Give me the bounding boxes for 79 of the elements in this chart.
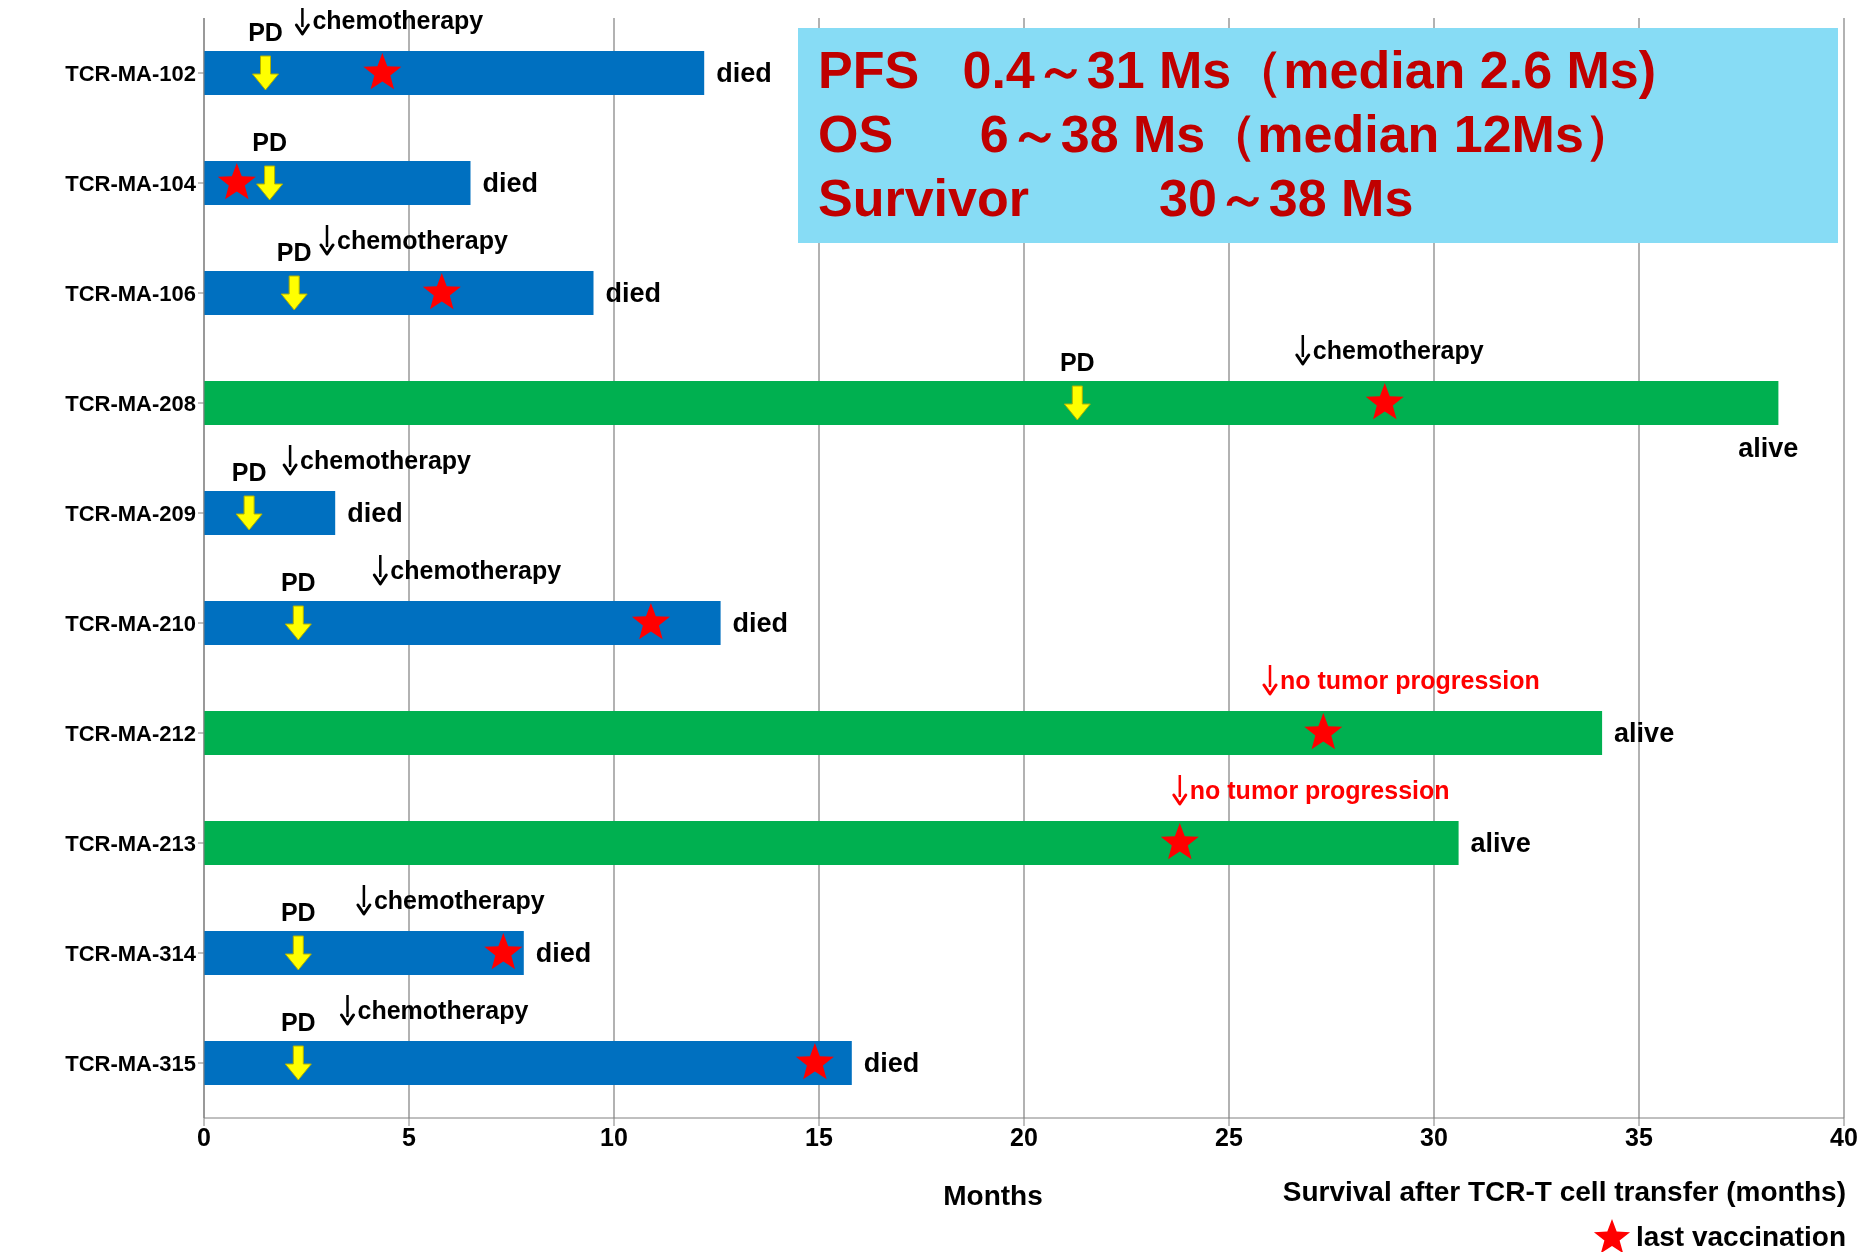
bar xyxy=(204,931,524,975)
info-box: PFS 0.4～31 Ms（median 2.6 Ms) OS 6～38 Ms（median 12Ms） Survivor 30～38 Ms xyxy=(798,28,1838,243)
bar xyxy=(204,161,471,205)
point xyxy=(484,933,523,970)
point xyxy=(284,605,312,641)
y-tick-label: TCR-MA-212 xyxy=(65,720,196,746)
x-tick-label: 20 xyxy=(1010,1122,1038,1151)
bar xyxy=(204,601,721,645)
data-label: no tumor progression xyxy=(1280,666,1540,694)
point xyxy=(252,55,279,91)
point xyxy=(1063,385,1091,421)
data-label: died xyxy=(732,608,789,638)
point xyxy=(1304,713,1343,750)
point xyxy=(284,935,312,971)
point xyxy=(284,1045,312,1081)
annotation: OS 6～38 Ms（median 12Ms） xyxy=(818,104,1637,165)
y-tick-label: TCR-MA-315 xyxy=(65,1050,196,1076)
data-label: PD xyxy=(1059,348,1095,376)
y-tick-label: TCR-MA-210 xyxy=(65,610,196,636)
bar xyxy=(204,821,1459,865)
data-label: chemotherapy xyxy=(1312,336,1484,364)
bar xyxy=(204,51,705,95)
y-tick-label: TCR-MA-106 xyxy=(65,280,196,306)
data-label: chemotherapy xyxy=(373,886,545,914)
annotation: PFS 0.4～31 Ms（median 2.6 Ms) xyxy=(818,40,1658,101)
data-label: PD xyxy=(252,128,287,156)
point xyxy=(217,163,256,200)
x-tick-label: 30 xyxy=(1420,1122,1448,1151)
point xyxy=(363,53,402,90)
text: Survival after TCR-T cell transfer (months) xyxy=(1282,1176,1846,1208)
legend-label: last vaccination xyxy=(1635,1221,1846,1252)
data-label: alive xyxy=(1614,718,1675,748)
bar xyxy=(204,1041,852,1085)
data-label: died xyxy=(716,58,772,88)
bar xyxy=(204,491,336,535)
data-label: PD xyxy=(280,568,316,596)
x-tick-label: 40 xyxy=(1830,1122,1858,1151)
data-label: died xyxy=(482,168,539,198)
data-label: died xyxy=(863,1048,920,1078)
data-label: chemotherapy xyxy=(312,6,484,34)
point xyxy=(795,1043,834,1080)
y-tick-label: TCR-MA-102 xyxy=(65,60,196,86)
data-label: chemotherapy xyxy=(337,226,508,254)
point xyxy=(280,275,308,311)
x-tick-label: 15 xyxy=(805,1122,833,1151)
y-tick-label: TCR-MA-208 xyxy=(65,390,196,416)
bar xyxy=(204,381,1779,425)
point xyxy=(235,495,263,531)
point xyxy=(1365,383,1404,420)
data-label: PD xyxy=(276,238,312,266)
data-label: alive xyxy=(1738,433,1799,463)
y-tick-label: TCR-MA-209 xyxy=(65,500,196,526)
data-label: chemotherapy xyxy=(390,556,562,584)
x-tick-label: 25 xyxy=(1215,1122,1243,1151)
y-tick-label: TCR-MA-104 xyxy=(65,170,197,196)
bar xyxy=(204,711,1603,755)
data-label: died xyxy=(535,938,592,968)
x-tick-label: 0 xyxy=(197,1122,211,1151)
x-tick-label: 35 xyxy=(1625,1122,1653,1151)
data-label: PD xyxy=(231,458,267,486)
data-label: PD xyxy=(280,898,316,926)
bar xyxy=(204,271,594,315)
x-tick-label: 5 xyxy=(402,1122,417,1151)
point xyxy=(422,273,461,310)
point xyxy=(631,603,670,640)
y-tick-label: TCR-MA-213 xyxy=(65,830,196,856)
data-label: alive xyxy=(1470,828,1531,858)
x-tick-label: 10 xyxy=(600,1122,628,1151)
x-axis-title: Months xyxy=(942,1180,1044,1212)
point xyxy=(256,165,284,201)
y-tick-label: TCR-MA-314 xyxy=(65,940,197,966)
data-label: died xyxy=(347,498,403,528)
data-label: chemotherapy xyxy=(300,446,472,474)
data-label: died xyxy=(605,278,662,308)
data-label: PD xyxy=(280,1008,316,1036)
annotation: Survivor 30～38 Ms xyxy=(818,168,1415,229)
data-label: no tumor progression xyxy=(1189,776,1450,804)
data-label: PD xyxy=(248,18,283,46)
data-label: chemotherapy xyxy=(357,996,529,1024)
